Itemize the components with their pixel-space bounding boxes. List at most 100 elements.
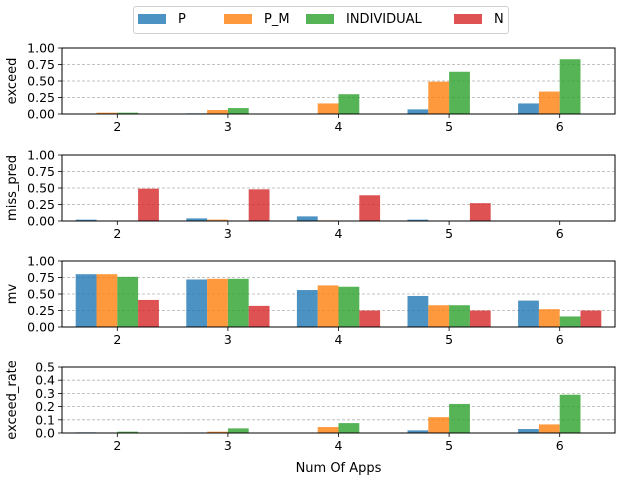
bar-n [359,310,381,327]
bar-individual [559,59,581,114]
y-tick-label: 0.00 [27,214,55,229]
bar-p [407,295,429,327]
bar-p [296,290,318,327]
y-tick-label: 0.00 [27,320,55,335]
bar-individual [227,428,249,433]
bar-p-m [428,305,450,327]
bar-n [359,195,381,221]
bar-p-m [207,219,228,221]
legend-swatch-individual [306,14,334,24]
x-axis-label: Num Of Apps [296,461,382,476]
bar-individual [559,316,581,327]
bar-n [469,310,491,327]
bar-p [407,430,429,433]
y-axis-label: mv [5,284,20,305]
x-tick-label: 3 [224,226,232,241]
bar-n [138,299,159,327]
x-tick-label: 5 [445,119,453,134]
bar-individual [227,278,249,327]
panel-exceed: 0.00 0.250.50 0.751.00 2 3 4 5 6 exceed [5,41,616,134]
bar-individual [449,71,470,114]
legend-swatch-p-m [224,14,252,24]
y-tick-label: 1.00 [27,254,55,269]
bar-p [75,274,97,327]
x-tick-label: 4 [335,438,343,453]
x-tick-label: 6 [556,438,564,453]
legend: P P_M INDIVIDUAL N [133,6,509,34]
bar-p-m [538,424,560,433]
y-tick-label: 1.00 [27,41,55,56]
y-tick-label: 0.0 [35,426,55,441]
bar-p-m [538,309,560,327]
y-tick-label: 0.00 [27,107,55,122]
bar-n [469,203,491,221]
panel-miss-pred: 0.00 0.250.50 0.751.00 2 3 4 5 6 miss_pred [5,148,616,241]
bar-individual [559,394,581,433]
bar-p [518,429,539,433]
bar-individual [117,276,139,327]
bar-p-m [317,427,339,433]
y-tick-label: 0.2 [35,399,55,414]
x-tick-label: 6 [556,226,564,241]
bar-n [248,189,270,221]
bar-n [580,310,602,327]
x-tick-label: 2 [113,226,121,241]
x-tick-label: 2 [113,438,121,453]
bar-individual [117,112,139,114]
x-tick-label: 4 [335,119,343,134]
bar-p [407,219,429,221]
bar-p-m [317,285,339,327]
x-tick-label: 6 [556,332,564,347]
y-axis-label: miss_pred [5,155,20,221]
y-tick-label: 0.25 [27,197,55,212]
y-tick-label: 0.75 [27,164,55,179]
y-tick-label: 0.1 [35,412,55,427]
bar-p-m [207,278,228,327]
bar-p [407,109,429,114]
bar-p [186,218,208,221]
panel-exceed-rate: 0.00.10.20.30.40.5 2 3 4 5 6 exceed_rate [5,360,616,453]
bar-p-m [428,81,450,114]
x-tick-label: 2 [113,332,121,347]
x-tick-label: 5 [445,332,453,347]
y-tick-label: 0.50 [27,74,55,89]
y-tick-label: 0.4 [35,373,55,388]
panel-mv: 0.00 0.250.50 0.751.00 2 3 4 5 6 mv [5,254,616,347]
bar-p-m [207,431,228,433]
legend-swatch-n [454,14,482,24]
legend-label-n: N [494,12,504,27]
bar-individual [338,94,360,114]
bar-p-m [96,274,118,327]
bar-p-m [538,91,560,114]
x-tick-label: 4 [335,332,343,347]
x-tick-label: 2 [113,119,121,134]
y-tick-label: 0.25 [27,303,55,318]
y-tick-label: 1.00 [27,148,55,163]
bar-individual [449,403,470,433]
x-tick-label: 4 [335,226,343,241]
y-tick-label: 0.75 [27,57,55,72]
bar-p [296,216,318,221]
bar-p [518,300,539,327]
legend-label-p: P [178,12,186,27]
y-axis-label: exceed [5,58,20,105]
x-tick-label: 5 [445,438,453,453]
bar-p-m [317,103,339,114]
y-tick-label: 0.25 [27,90,55,105]
bar-individual [117,431,139,433]
x-tick-label: 3 [224,119,232,134]
legend-label-individual: INDIVIDUAL [346,12,422,27]
bar-p [518,103,539,114]
y-tick-label: 0.75 [27,270,55,285]
bar-p-m [207,110,228,114]
bar-p [186,279,208,327]
bar-n [138,188,159,221]
legend-swatch-p [138,14,166,24]
legend-label-p-m: P_M [264,12,290,27]
y-tick-label: 0.50 [27,181,55,196]
x-tick-label: 5 [445,226,453,241]
y-axis-label: exceed_rate [5,360,20,440]
bar-p [75,219,97,221]
